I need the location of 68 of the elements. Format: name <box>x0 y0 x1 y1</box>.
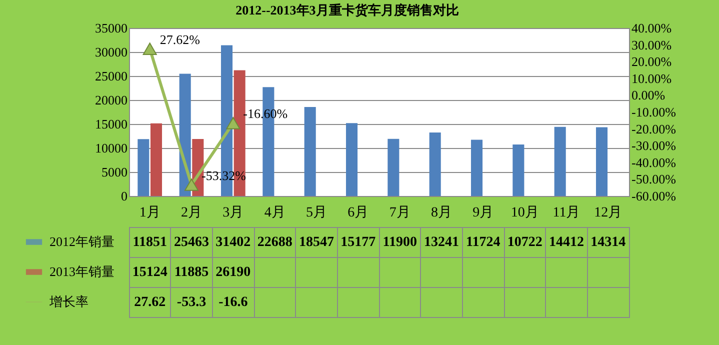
y-tick-label: 10000 <box>95 140 128 156</box>
bar <box>596 127 608 196</box>
bar <box>388 138 400 196</box>
annotation: 27.62% <box>160 32 200 47</box>
annotation: -53.32% <box>202 168 246 183</box>
chart-title: 2012--2013年3月重卡货车月度销售对比 <box>236 2 459 18</box>
bar <box>346 123 358 196</box>
data-label: 15124 <box>132 265 168 280</box>
y2-tick-label: -30.00% <box>632 138 676 154</box>
data-label: 10722 <box>507 235 542 250</box>
bar <box>304 106 316 196</box>
data-label: -16.6 <box>218 295 248 310</box>
data-label: -53.3 <box>176 295 206 310</box>
point <box>184 178 199 191</box>
data-label: 22688 <box>257 235 292 250</box>
x-tick-label: 3月 <box>222 206 244 220</box>
data-label: 18547 <box>299 235 334 250</box>
data-label: 14314 <box>590 235 626 250</box>
x-tick-label: 5月 <box>306 206 327 220</box>
point <box>142 42 157 55</box>
bar <box>138 139 150 196</box>
y-tick-label: 25000 <box>95 68 128 84</box>
x-tick-label: 11月 <box>552 206 580 220</box>
data-label: 27.62 <box>134 295 166 310</box>
y-tick-label: 15000 <box>95 116 128 132</box>
bar <box>554 126 566 196</box>
x-tick-label: 12月 <box>594 206 622 220</box>
y-tick-label: 30000 <box>95 44 128 60</box>
x-tick-label: 1月 <box>139 206 160 220</box>
legend-label: 增长率 <box>48 294 88 309</box>
data-label: 11885 <box>174 265 209 280</box>
y2-tick-label: -50.00% <box>632 172 676 187</box>
data-label: 26190 <box>216 265 251 280</box>
y2-tick-label: 40.00% <box>632 20 672 36</box>
bar <box>150 123 162 196</box>
data-label: 11851 <box>132 235 167 250</box>
y2-tick-label: 30.00% <box>632 37 672 52</box>
x-tick-label: 8月 <box>431 206 452 220</box>
data-label: 15177 <box>340 235 376 250</box>
y2-tick-label: -10.00% <box>632 104 676 120</box>
x-tick-label: 6月 <box>348 206 369 220</box>
x-tick-label: 2月 <box>181 206 202 220</box>
y2-tick-label: 10.00% <box>632 70 672 86</box>
legend-label: 2012年销量 <box>50 234 114 249</box>
y-tick-label: 35000 <box>95 20 128 36</box>
x-tick-label: 4月 <box>264 206 286 220</box>
data-label: 25463 <box>174 235 209 250</box>
x-tick-label: 9月 <box>472 206 494 220</box>
y2-tick-label: -40.00% <box>632 154 676 170</box>
y2-tick-label: 0.00% <box>632 88 666 103</box>
y-tick-label: 20000 <box>95 92 128 108</box>
bar <box>470 140 483 196</box>
x-tick-label: 7月 <box>389 206 410 220</box>
bar <box>512 144 524 196</box>
data-label: 14412 <box>549 235 584 250</box>
y2-tick-label: 20.00% <box>632 54 672 70</box>
y2-tick-label: -60.00% <box>632 188 676 204</box>
x-tick-label: 10月 <box>510 206 539 220</box>
y-tick-label: 0 <box>121 188 128 204</box>
data-label: 11724 <box>466 235 500 250</box>
y-tick-label: 5000 <box>102 164 128 180</box>
y2-tick-label: -20.00% <box>632 121 676 136</box>
data-label: 13241 <box>424 235 459 250</box>
data-label: 31402 <box>216 235 251 250</box>
legend-label: 2013年销量 <box>50 264 114 279</box>
bar <box>429 132 441 196</box>
data-label: 11900 <box>382 235 417 250</box>
point <box>226 116 240 130</box>
